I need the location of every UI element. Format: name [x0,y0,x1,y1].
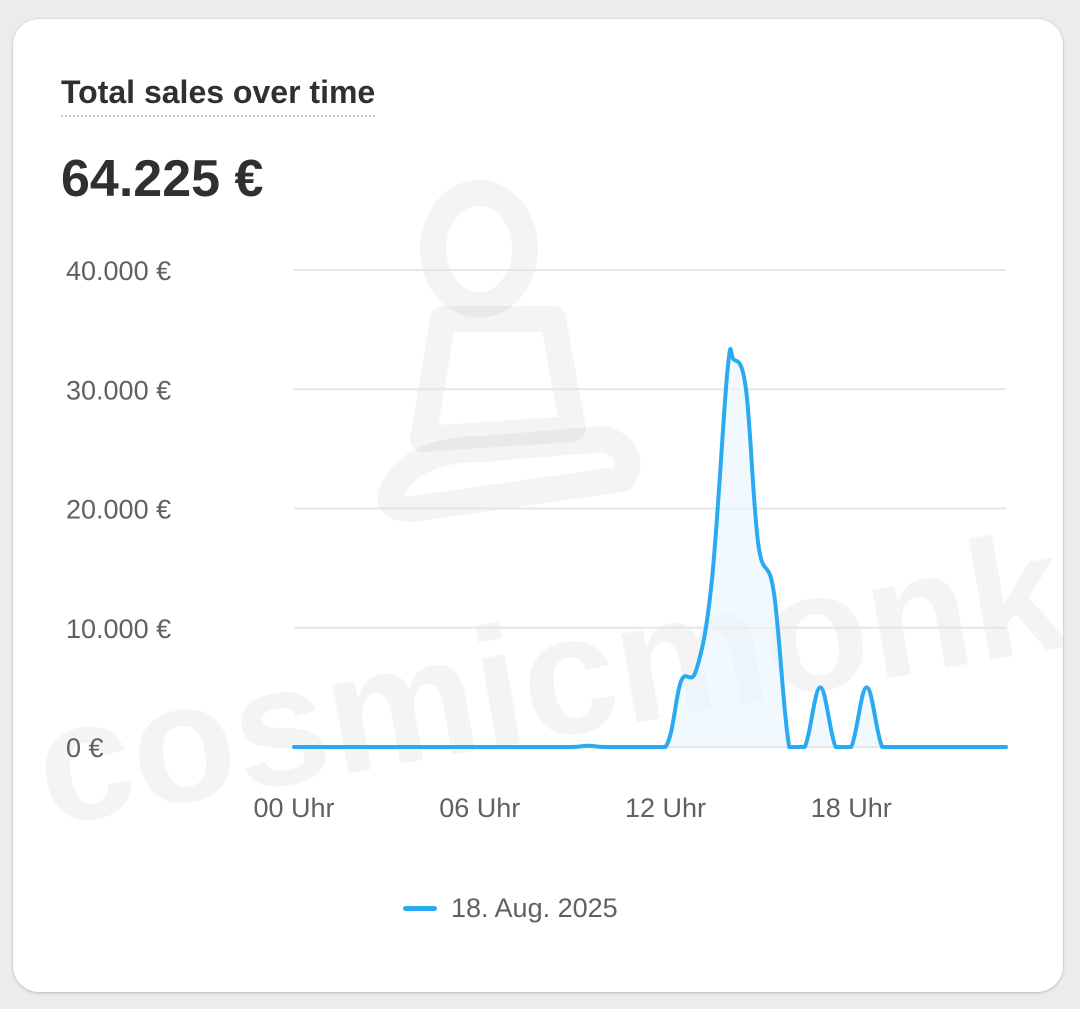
series-line[interactable] [292,347,1008,750]
grid-lines [294,269,1006,748]
series-area-fill [294,348,1006,747]
y-tick-label: 0 € [66,733,104,763]
card-title[interactable]: Total sales over time [61,73,376,117]
x-tick-label: 12 Uhr [625,793,706,823]
y-tick-label: 30.000 € [66,375,171,405]
line-chart: 0 € 10.000 € 20.000 € 30.000 € 40.000 € 00 U… [66,256,1008,823]
sales-card: Total sales over time 64.225 € cosmicmon… [13,19,1063,992]
x-tick-label: 06 Uhr [439,793,520,823]
total-sales-value: 64.225 € [61,150,264,208]
x-tick-label: 00 Uhr [253,793,334,823]
x-axis-ticks: 00 Uhr 06 Uhr 12 Uhr 18 Uhr [253,793,891,823]
y-tick-label: 40.000 € [66,256,171,286]
x-tick-label: 18 Uhr [811,793,892,823]
y-axis-ticks: 0 € 10.000 € 20.000 € 30.000 € 40.000 € [66,256,171,763]
y-tick-label: 20.000 € [66,495,171,525]
legend-swatch [403,906,437,911]
chart-legend[interactable]: 18. Aug. 2025 [403,893,618,924]
legend-label: 18. Aug. 2025 [451,893,618,923]
y-tick-label: 10.000 € [66,614,171,644]
